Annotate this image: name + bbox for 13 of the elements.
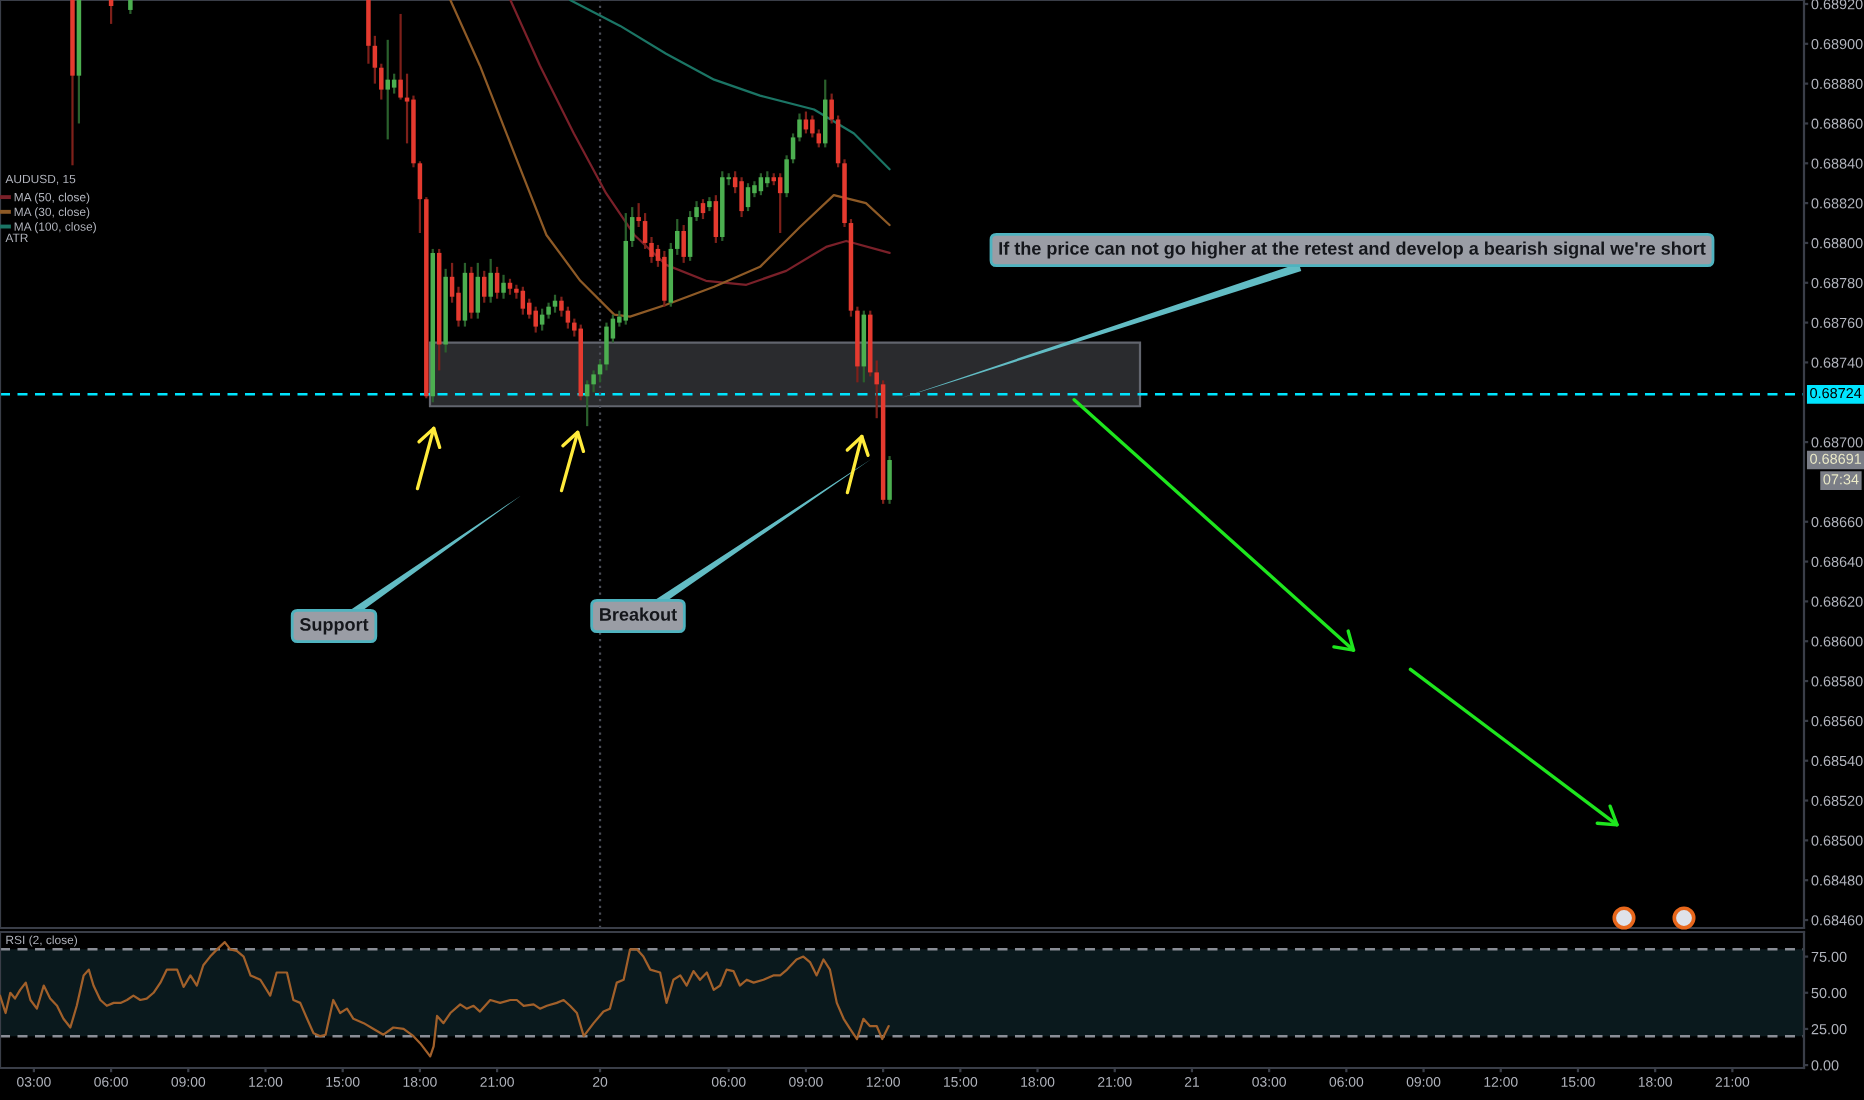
candlestick [533, 305, 538, 334]
candlestick [385, 38, 390, 141]
candlestick [887, 454, 892, 505]
candlestick [501, 273, 506, 300]
candlestick [469, 265, 474, 320]
candlestick [739, 176, 744, 219]
candlestick [681, 223, 686, 264]
annotation: If the price can not go higher at the retest and develop a bearish signal we're short [999, 241, 1706, 259]
candlestick [810, 114, 815, 139]
candlestick [488, 257, 493, 304]
annotation: Support [299, 618, 369, 635]
annotation: Breakout [600, 607, 677, 621]
candlestick [662, 249, 667, 308]
